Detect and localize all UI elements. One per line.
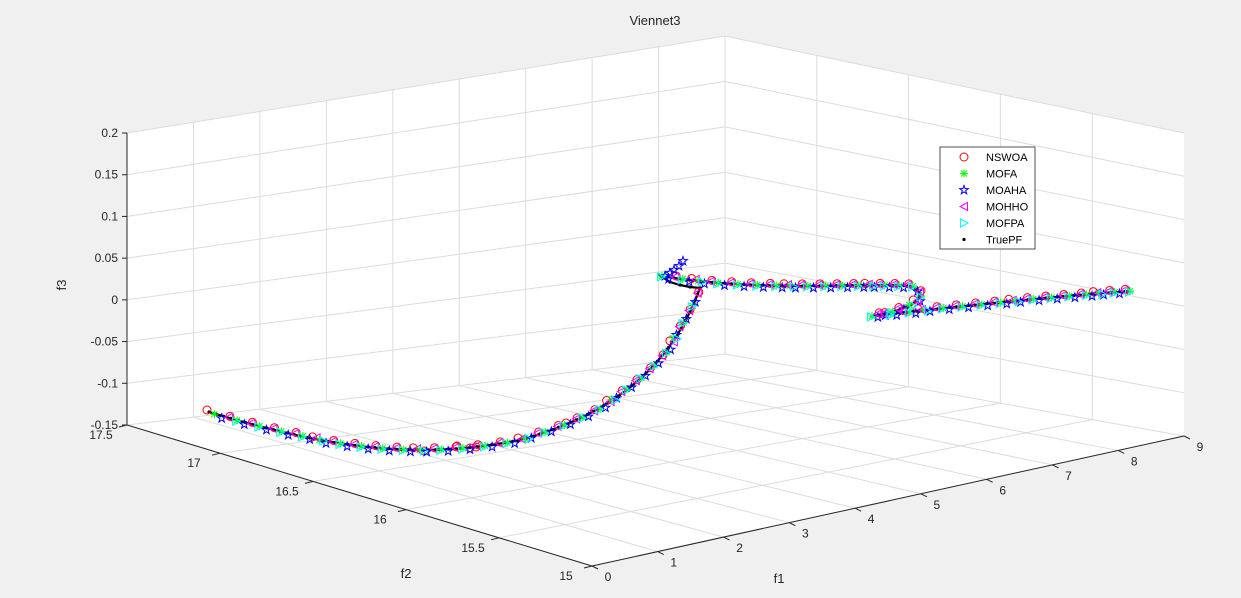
x-tick-mark bbox=[789, 522, 796, 527]
legend-label: MOHHO bbox=[986, 202, 1029, 214]
z-tick-label: 0.15 bbox=[95, 168, 119, 182]
z-tick-label: -0.15 bbox=[91, 418, 119, 432]
ticks: -0.15-0.1-0.0500.050.10.150.21515.51616.… bbox=[89, 126, 1203, 584]
x-tick-label: 4 bbox=[868, 512, 875, 526]
y-tick-label: 15 bbox=[559, 569, 573, 583]
x-grid-line bbox=[392, 392, 856, 509]
y-grid-line bbox=[498, 419, 1093, 539]
y-tick-label: 16.5 bbox=[275, 484, 299, 498]
z-tick-label: -0.05 bbox=[91, 335, 119, 349]
legend-entry-truepf[interactable]: TruePF bbox=[962, 235, 1023, 247]
x-grid-line bbox=[724, 353, 1185, 437]
x-tick-label: 6 bbox=[999, 483, 1006, 497]
axes-box bbox=[126, 133, 1185, 567]
x-grid-line bbox=[592, 369, 1053, 466]
legend-marker-icon bbox=[962, 237, 966, 242]
legend-entry-mohho[interactable]: MOHHO bbox=[959, 202, 1029, 214]
x-tick-label: 1 bbox=[670, 556, 677, 570]
z-tick-label: 0.1 bbox=[101, 209, 118, 223]
chart-title: Viennet3 bbox=[629, 13, 680, 28]
legend[interactable]: NSWOA MOFA MOAHA MOHHO MOFPA TruePF bbox=[939, 146, 1036, 250]
x-axis-line bbox=[591, 435, 1185, 567]
x-tick-mark bbox=[657, 551, 665, 556]
y-axis-line bbox=[126, 424, 593, 567]
legend-entry-mofpa[interactable]: MOFPA bbox=[960, 218, 1025, 230]
legend-label: NSWOA bbox=[986, 152, 1028, 164]
y-grid-line bbox=[126, 353, 726, 426]
x-tick-mark bbox=[723, 536, 730, 541]
x-tick-mark bbox=[854, 507, 862, 512]
x-axis-label: f1 bbox=[774, 571, 785, 586]
y-axis-label: f2 bbox=[401, 566, 412, 581]
y-grid-line bbox=[312, 386, 909, 482]
x-tick-mark bbox=[1052, 464, 1059, 469]
y-tick-mark bbox=[118, 424, 128, 428]
x-tick-label: 9 bbox=[1197, 440, 1204, 454]
x-grid-line bbox=[259, 408, 724, 538]
x-tick-label: 2 bbox=[736, 541, 743, 555]
x-tick-label: 3 bbox=[802, 527, 809, 541]
y-tick-mark bbox=[397, 509, 407, 513]
x-tick-label: 5 bbox=[934, 498, 941, 512]
x-tick-mark bbox=[920, 493, 928, 498]
legend-items: NSWOA MOFA MOAHA MOHHO MOFPA TruePF bbox=[959, 152, 1029, 247]
x-tick-mark bbox=[591, 565, 599, 570]
z-tick-label: -0.1 bbox=[97, 376, 118, 390]
x-tick-label: 0 bbox=[605, 570, 612, 584]
z-tick-label: 0.2 bbox=[101, 126, 118, 140]
x-grid-line bbox=[193, 416, 658, 553]
legend-label: MOAHA bbox=[986, 185, 1027, 197]
x-grid-line bbox=[459, 385, 922, 495]
y-tick-label: 16 bbox=[373, 513, 387, 527]
y-tick-label: 17 bbox=[187, 456, 201, 470]
data-series bbox=[202, 256, 1135, 457]
legend-label: MOFA bbox=[986, 169, 1018, 181]
z-tick-label: 0.05 bbox=[95, 251, 119, 265]
x-grid-line bbox=[658, 361, 1119, 451]
legend-box bbox=[939, 146, 1036, 250]
x-grid-line bbox=[525, 377, 987, 480]
y-tick-label: 15.5 bbox=[461, 541, 485, 555]
y-tick-mark bbox=[583, 565, 593, 569]
z-tick-label: 0 bbox=[111, 293, 118, 307]
x-tick-label: 8 bbox=[1131, 454, 1138, 468]
legend-entry-moaha[interactable]: MOAHA bbox=[959, 185, 1027, 197]
x-tick-mark bbox=[1183, 435, 1191, 440]
legend-entry-nswoa[interactable]: NSWOA bbox=[959, 152, 1028, 164]
legend-entry-mofa[interactable]: MOFA bbox=[959, 169, 1018, 181]
y-tick-mark bbox=[490, 537, 500, 541]
x-grid-line bbox=[326, 400, 790, 524]
legend-marker-icon bbox=[959, 169, 969, 178]
y-grid-line bbox=[405, 402, 1001, 511]
legend-label: TruePF bbox=[986, 235, 1023, 247]
x-tick-mark bbox=[1117, 449, 1125, 454]
floor bbox=[127, 354, 1184, 566]
y-tick-mark bbox=[211, 452, 221, 456]
x-tick-mark bbox=[986, 478, 993, 483]
z-axis-label: f3 bbox=[54, 280, 69, 291]
legend-label: MOFPA bbox=[986, 218, 1025, 230]
y-tick-label: 17.5 bbox=[89, 428, 113, 442]
x-tick-label: 7 bbox=[1065, 469, 1072, 483]
y-tick-mark bbox=[304, 480, 314, 484]
